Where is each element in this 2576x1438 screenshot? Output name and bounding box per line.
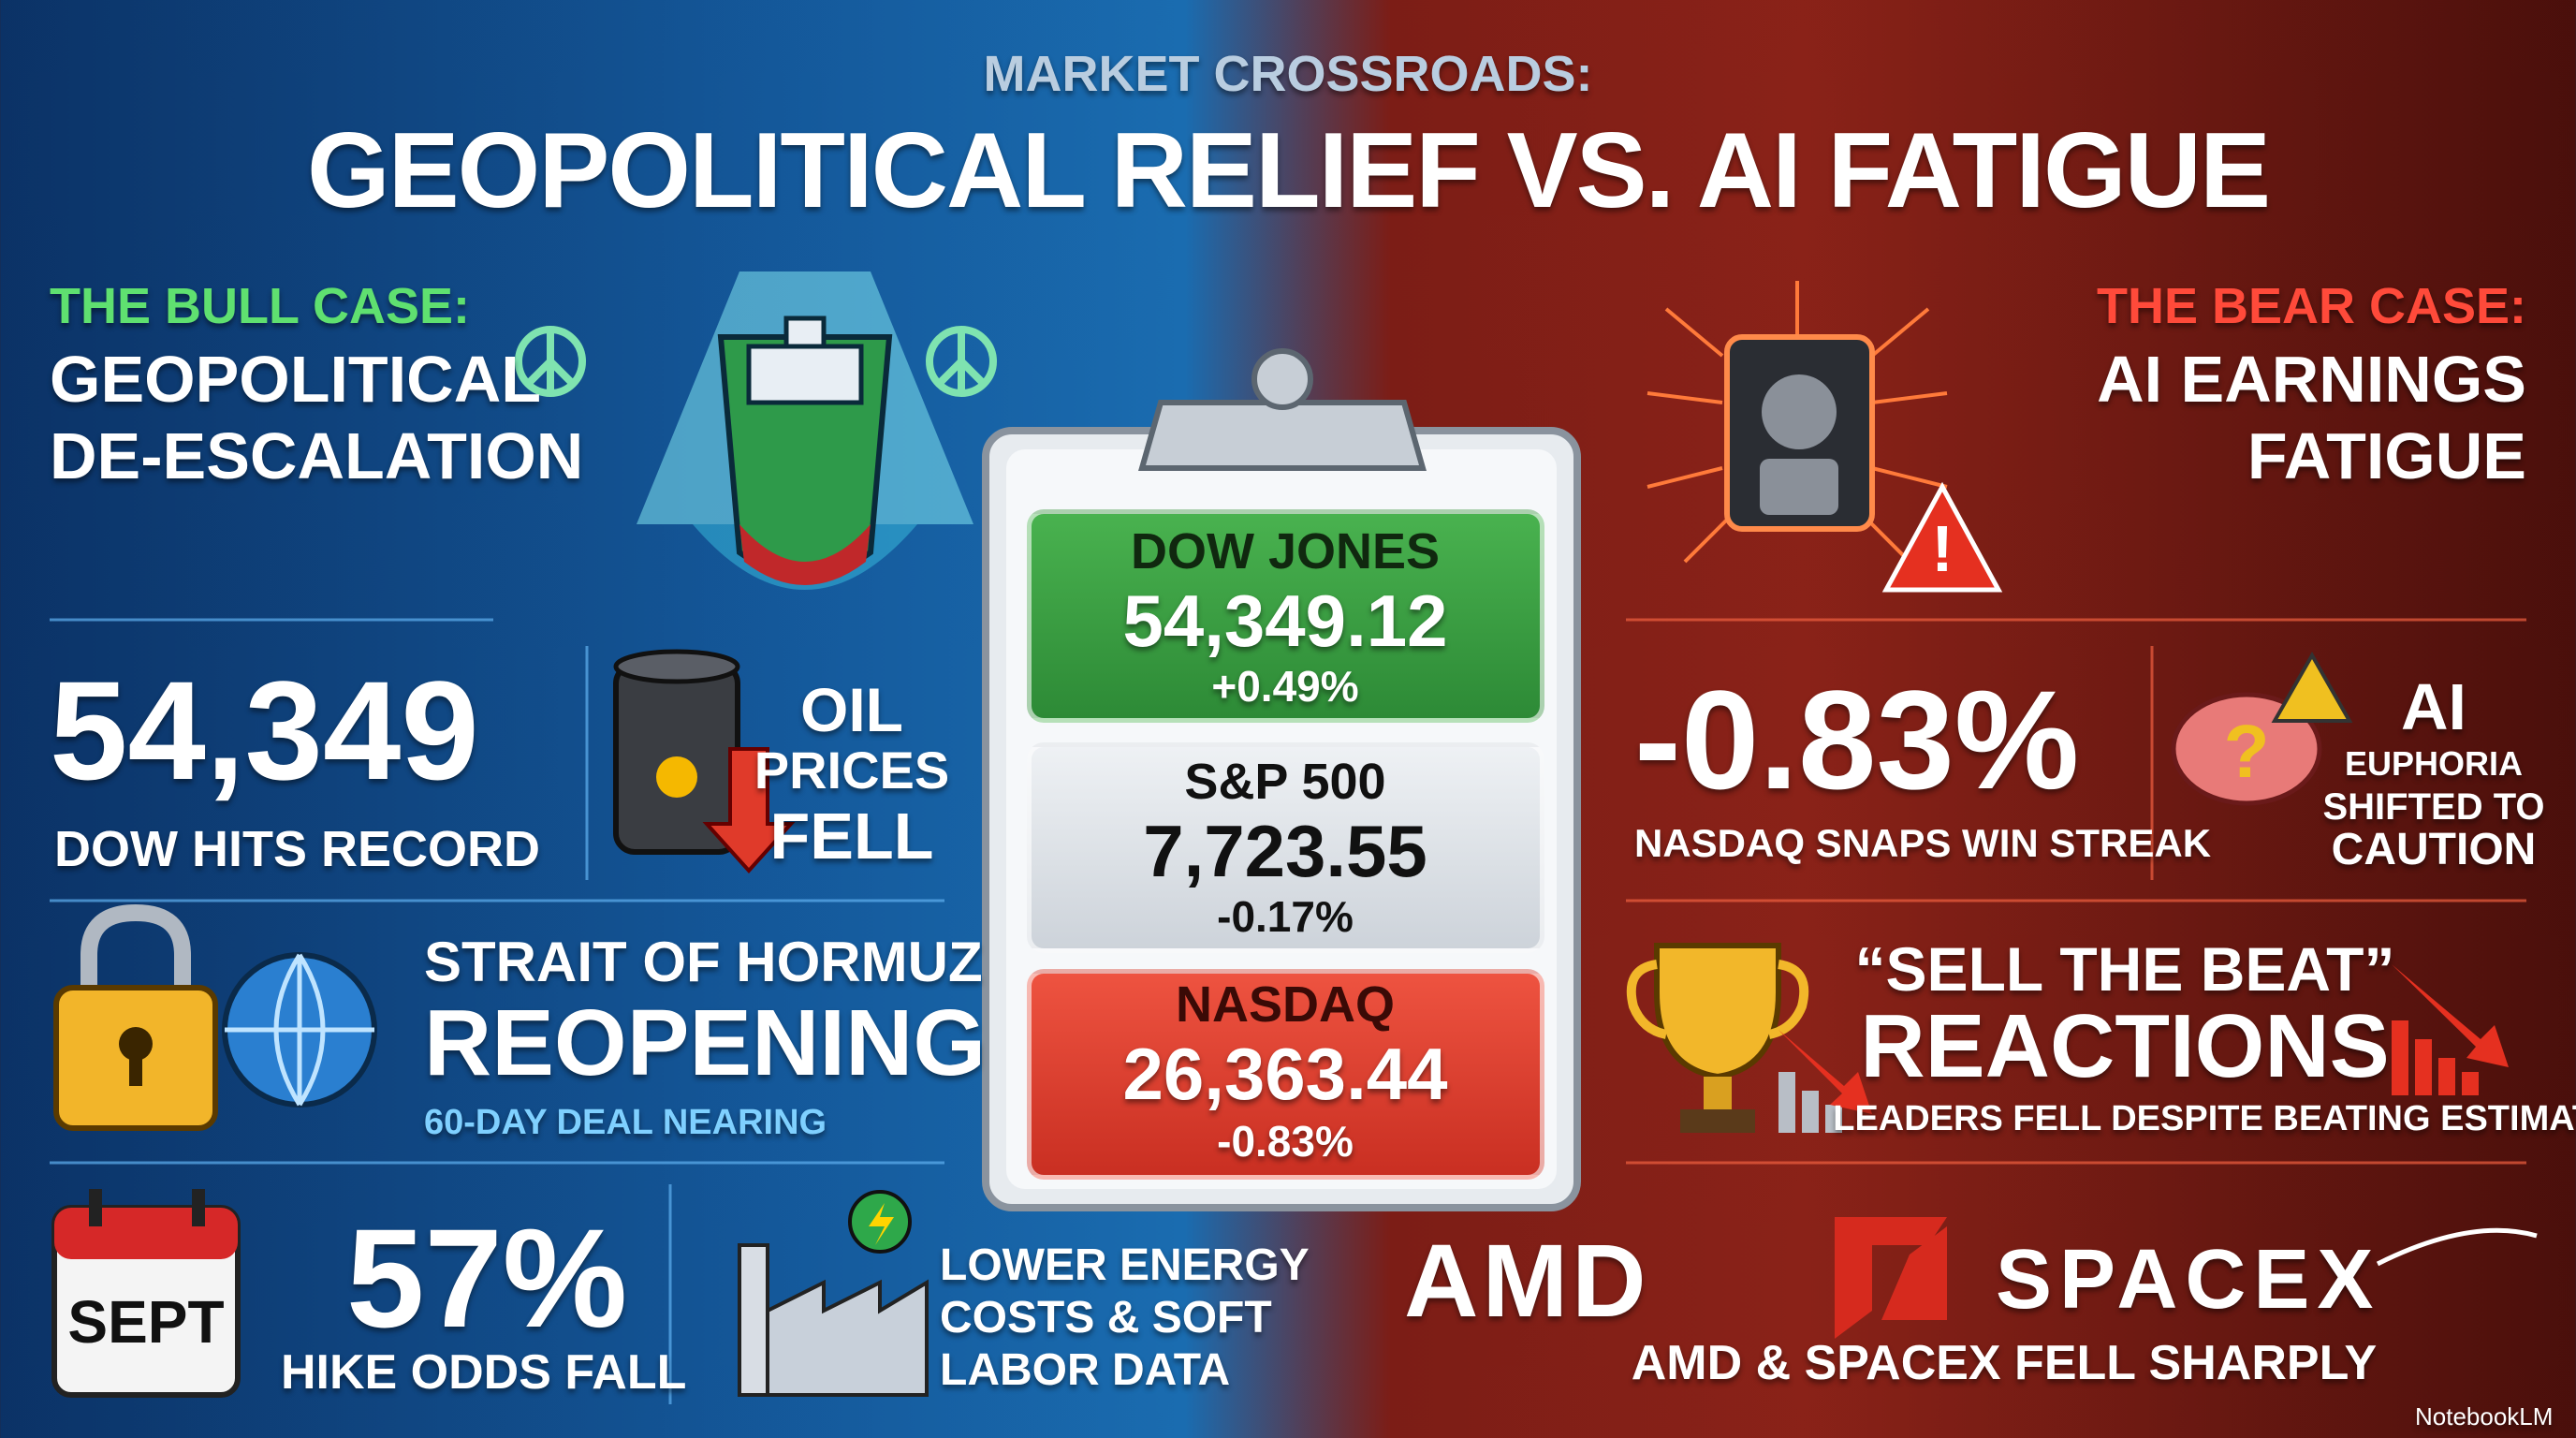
oil-text: FELL — [769, 800, 934, 873]
svg-text:?: ? — [2224, 710, 2270, 793]
sell-title: “SELL THE BEAT” — [1854, 934, 2395, 1004]
hike-odds-stat: 57% — [346, 1199, 628, 1357]
energy-text: LABOR DATA — [940, 1345, 1231, 1395]
bull-title: GEOPOLITICAL — [50, 343, 541, 416]
trophy-icon — [1626, 943, 2509, 1133]
nasdaq-stat: -0.83% — [1634, 661, 2080, 818]
peace-icons — [515, 326, 997, 397]
dow-stat: 54,349 — [50, 652, 479, 809]
oil-text: OIL — [800, 675, 903, 744]
nasdaq-caption: NASDAQ SNAPS WIN STREAK — [1634, 821, 2212, 865]
hormuz-subtitle: 60-DAY DEAL NEARING — [424, 1103, 827, 1142]
calendar-month: SEPT — [67, 1288, 225, 1356]
bear-dividers — [1626, 618, 2526, 1165]
brand: NotebookLM — [2415, 1402, 2554, 1431]
amd-logo: AMD — [1404, 1224, 1650, 1339]
spacex-logo: SPACEX — [1996, 1233, 2381, 1327]
sell-title: REACTIONS — [1860, 996, 2390, 1096]
hormuz-title: REOPENING — [424, 990, 987, 1095]
sell-subtitle: LEADERS FELL DESPITE BEATING ESTIMATES — [1833, 1099, 2576, 1138]
index-name: DOW JONES — [1130, 523, 1441, 580]
index-value: 26,363.44 — [1122, 1033, 1448, 1115]
ai-chip-icon: ! — [1647, 281, 2003, 593]
brain-icon: ? — [2171, 651, 2353, 806]
hormuz-title: STRAIT OF HORMUZ — [424, 931, 983, 993]
energy-text: LOWER ENERGY — [940, 1240, 1310, 1290]
ai-text: CAUTION — [2331, 825, 2537, 874]
index-panel-sp — [1027, 742, 1544, 953]
ai-text: AI — [2401, 670, 2466, 743]
index-panel-dow — [1027, 509, 1544, 723]
kicker: MARKET CROSSROADS: — [983, 46, 1593, 102]
bear-label: THE BEAR CASE: — [2096, 278, 2526, 334]
index-name: NASDAQ — [1175, 976, 1396, 1033]
calendar-icon — [51, 1189, 241, 1398]
dow-caption: DOW HITS RECORD — [54, 821, 540, 877]
oil-barrel-icon — [613, 649, 796, 873]
svg-text:!: ! — [1931, 512, 1953, 585]
index-change: -0.83% — [1217, 1117, 1354, 1166]
spacex-swoosh — [2376, 1227, 2538, 1267]
hike-odds-caption: HIKE ODDS FALL — [281, 1345, 687, 1400]
index-change: +0.49% — [1211, 662, 1359, 711]
logos-caption: AMD & SPACEX FELL SHARPLY — [1631, 1336, 2378, 1390]
index-panel-nasdaq — [1027, 969, 1544, 1180]
ship-icon — [637, 271, 973, 590]
index-change: -0.17% — [1217, 892, 1354, 941]
spacex-mark — [1835, 1217, 1947, 1339]
bear-title: AI EARNINGS — [2097, 343, 2526, 416]
ai-text: EUPHORIA — [2344, 744, 2524, 783]
bull-label: THE BULL CASE: — [50, 278, 471, 334]
bull-title: DE-ESCALATION — [50, 419, 584, 492]
energy-text: COSTS & SOFT — [940, 1293, 1272, 1343]
bull-dividers — [50, 618, 944, 1404]
index-value: 54,349.12 — [1122, 580, 1448, 662]
oil-text: PRICES — [754, 741, 950, 800]
ai-text: SHIFTED TO — [2322, 786, 2545, 828]
factory-icon — [738, 1190, 929, 1397]
index-name: S&P 500 — [1184, 754, 1386, 810]
lock-globe-icon — [53, 903, 377, 1131]
index-value: 7,723.55 — [1143, 810, 1427, 892]
bear-title: FATIGUE — [2247, 419, 2526, 492]
main-title: GEOPOLITICAL RELIEF VS. AI FATIGUE — [306, 111, 2271, 230]
